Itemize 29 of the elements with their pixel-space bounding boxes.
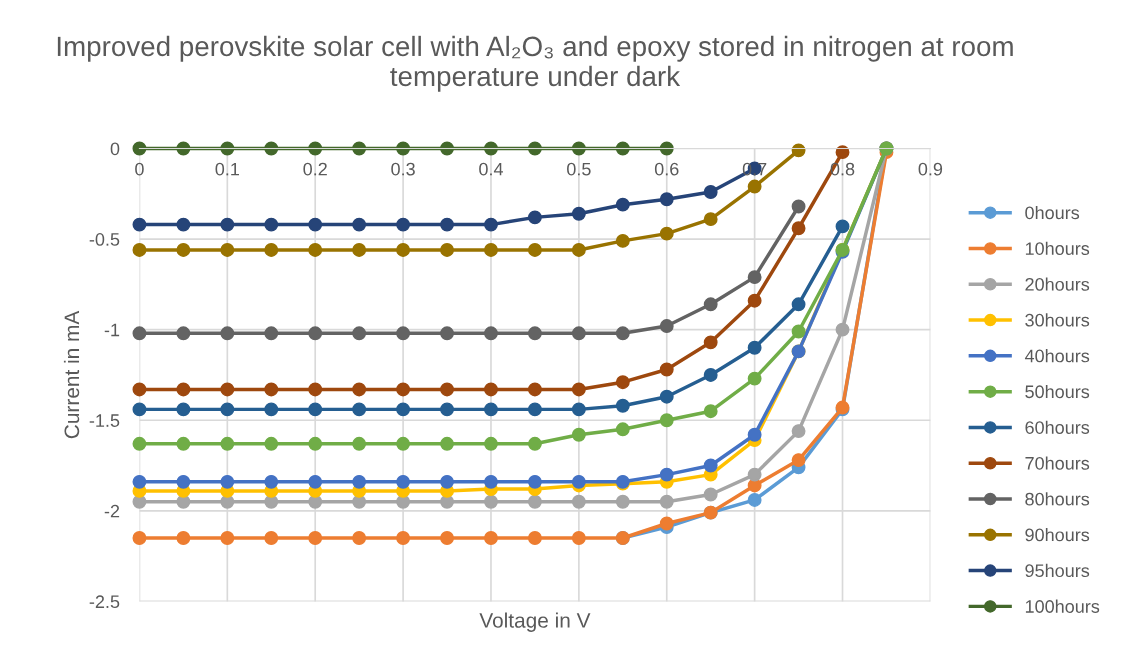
legend-label: 60hours	[1025, 420, 1090, 434]
chart-title: Improved perovskite solar cell with Al₂O₃ and epoxy stored in nitrogen at room temperature under dark	[57, 35, 1013, 92]
legend-label: 95hours	[1025, 563, 1090, 578]
x-tick-label: 0.9	[918, 162, 943, 176]
legend-label: 80hours	[1025, 492, 1090, 506]
legend-label: 40hours	[1024, 349, 1090, 363]
x-tick-label: 0.4	[479, 162, 503, 176]
legend-label: 100hours	[1025, 599, 1100, 613]
y-tick-label: 0	[110, 142, 120, 156]
y-tick-label: -2	[104, 504, 120, 518]
legend-label: 30hours	[1025, 313, 1090, 327]
legend-label: 0hours	[1025, 205, 1080, 220]
legend-label: 70hours	[1025, 456, 1090, 470]
y-axis-title: Current in mA	[63, 310, 80, 439]
legend-label: 20hours	[1025, 277, 1090, 291]
x-tick-label: 0.1	[215, 162, 239, 176]
x-tick-label: 0.6	[654, 162, 679, 176]
x-tick-label: 0.5	[567, 162, 591, 176]
x-axis-title: Voltage in V	[479, 612, 591, 632]
x-tick-label: 0.3	[391, 162, 415, 176]
legend-label: 10hours	[1025, 241, 1090, 255]
y-tick-label: -1.5	[89, 414, 120, 427]
x-tick-label: 0.2	[303, 162, 327, 176]
legend-label: 50hours	[1025, 384, 1090, 399]
y-tick-label: -0.5	[89, 233, 120, 246]
y-tick-label: -2.5	[89, 595, 120, 609]
y-tick-label: -1	[104, 323, 120, 337]
x-tick-label: 0	[135, 162, 144, 176]
legend-label: 90hours	[1025, 528, 1090, 542]
